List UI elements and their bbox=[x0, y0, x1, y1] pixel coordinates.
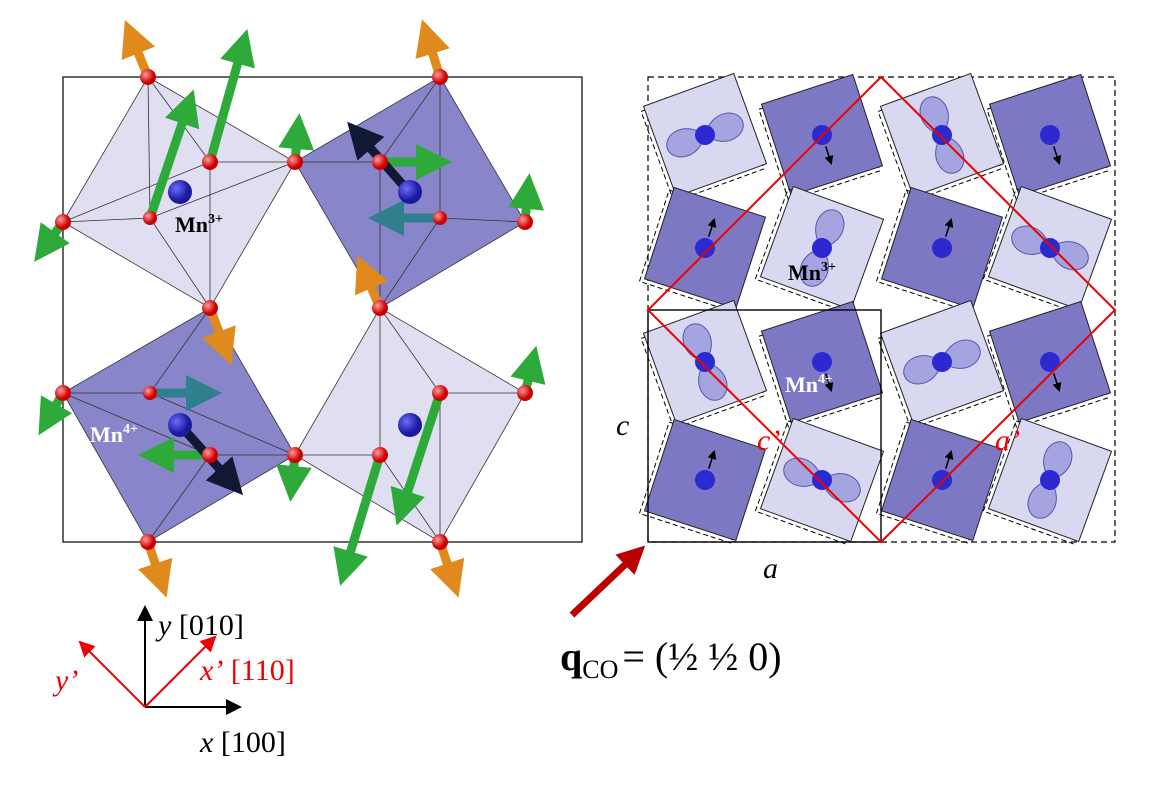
mn3-tile bbox=[640, 299, 768, 430]
a-label: a bbox=[763, 552, 778, 585]
mn4-label: Mn4+ bbox=[785, 372, 833, 397]
rotated-cell bbox=[646, 75, 1117, 544]
mn-atom bbox=[812, 470, 832, 490]
spin bbox=[824, 146, 834, 165]
mn-atom bbox=[932, 352, 952, 372]
cell bbox=[647, 309, 882, 543]
mn-atom bbox=[695, 470, 715, 490]
direction: [110] bbox=[231, 654, 295, 687]
c-label: c bbox=[616, 409, 629, 442]
unit-cell bbox=[62, 76, 583, 543]
ion: Mn bbox=[788, 260, 821, 285]
mn-atom bbox=[932, 238, 952, 258]
a-prime-label: a’ bbox=[995, 424, 1020, 457]
q-arrow bbox=[569, 545, 646, 618]
symbol: q bbox=[560, 634, 582, 679]
mn-atom bbox=[1040, 352, 1060, 372]
mn4-tile bbox=[875, 418, 1004, 544]
mn4-tile bbox=[986, 300, 1112, 429]
axes: y [010] x’ [110] y’ x [100] bbox=[52, 605, 295, 759]
mn3-tile bbox=[754, 417, 885, 545]
c-prime-label: c’ bbox=[757, 424, 780, 457]
mn-atom bbox=[932, 470, 952, 490]
y-axis-label: y [010] bbox=[155, 609, 244, 642]
mn-atom bbox=[812, 352, 832, 372]
spin bbox=[1052, 373, 1062, 392]
oxygen-atoms bbox=[55, 69, 533, 550]
tiles bbox=[638, 72, 1113, 545]
right-panel: c a c’ a’ Mn3+ Mn4+ qCO = (½ ½ 0) bbox=[560, 72, 1117, 684]
symbol: x’ bbox=[199, 654, 223, 687]
spin bbox=[824, 373, 834, 392]
mn3-label: Mn3+ bbox=[175, 212, 223, 237]
x-axis-label: x [100] bbox=[199, 726, 286, 759]
mn-atoms bbox=[168, 180, 422, 437]
symbol: x bbox=[199, 726, 214, 759]
spin bbox=[1052, 146, 1062, 165]
mn3-tile bbox=[877, 299, 1005, 430]
mn-atom bbox=[1040, 238, 1060, 258]
charge: 4+ bbox=[818, 372, 833, 387]
mn3-tile bbox=[877, 72, 1005, 203]
direction: [100] bbox=[221, 726, 286, 759]
mn3-tile bbox=[982, 417, 1113, 545]
mn-atom bbox=[695, 238, 715, 258]
charge: 3+ bbox=[208, 212, 223, 227]
mn3-tile bbox=[640, 72, 768, 203]
spin bbox=[944, 450, 954, 469]
mn-atom bbox=[1040, 470, 1060, 490]
y-prime-label: y’ bbox=[52, 664, 78, 697]
mn3-tile bbox=[982, 185, 1113, 313]
spin bbox=[944, 218, 954, 237]
charge: 4+ bbox=[123, 422, 138, 437]
x-prime-label: x’ [110] bbox=[199, 654, 295, 687]
charge: 3+ bbox=[821, 260, 836, 275]
mn4-tile bbox=[875, 186, 1004, 312]
mn4-tile bbox=[986, 73, 1112, 202]
ion: Mn bbox=[90, 422, 123, 447]
mn-atom bbox=[1040, 125, 1060, 145]
mn4-label: Mn4+ bbox=[90, 422, 138, 447]
mn-atom bbox=[695, 125, 715, 145]
mn4-tile bbox=[758, 300, 884, 429]
mn3-label: Mn3+ bbox=[788, 260, 836, 285]
mn-atom bbox=[932, 125, 952, 145]
direction: [010] bbox=[179, 609, 244, 642]
symbol: y bbox=[155, 609, 172, 642]
left-panel: Mn3+ Mn4+ bbox=[34, 19, 583, 598]
spin bbox=[707, 218, 717, 237]
mn-atom bbox=[812, 238, 832, 258]
mn-atom bbox=[695, 352, 715, 372]
ion: Mn bbox=[785, 372, 818, 397]
mn4-tile bbox=[638, 418, 767, 544]
mn4-tile bbox=[638, 186, 767, 312]
value: = (½ ½ 0) bbox=[622, 634, 781, 679]
wavevector: qCO = (½ ½ 0) bbox=[560, 634, 782, 684]
subscript: CO bbox=[582, 655, 618, 684]
ion: Mn bbox=[175, 212, 208, 237]
mn3-tile bbox=[754, 185, 885, 313]
spin bbox=[707, 450, 717, 469]
